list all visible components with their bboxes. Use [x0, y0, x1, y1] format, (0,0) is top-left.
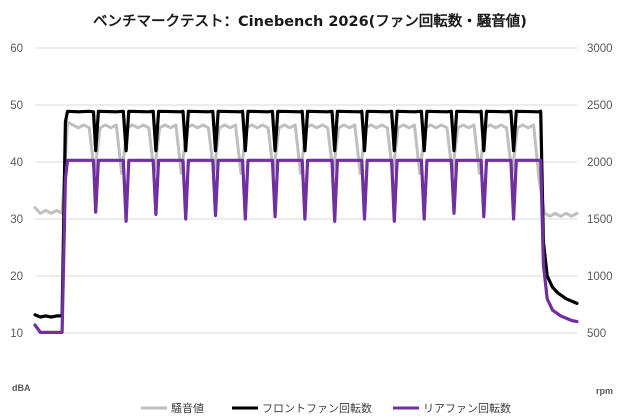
right-tick-label: 1000	[587, 271, 613, 283]
series-lines	[33, 109, 579, 334]
right-tick-label: 2000	[587, 157, 613, 169]
series-line	[33, 109, 579, 319]
left-axis-unit: dBA	[12, 383, 31, 393]
legend: 騒音値 フロントファン回転数 リアファン回転数	[141, 401, 511, 415]
right-tick-label: 1500	[587, 214, 613, 226]
left-tick-label: 20	[10, 271, 23, 283]
right-tick-label: 2500	[587, 100, 613, 112]
left-tick-label: 60	[10, 43, 23, 55]
series-line	[33, 158, 579, 334]
chart-title: ベンチマークテスト：Cinebench 2026(ファン回転数・騒音値)	[93, 12, 527, 30]
left-tick-label: 50	[10, 100, 23, 112]
right-axis-ticks: 500 1000 1500 2000 2500 3000	[587, 43, 613, 340]
legend-label: リアファン回転数	[423, 402, 511, 415]
right-axis-unit: rpm	[596, 386, 613, 396]
left-tick-label: 10	[10, 328, 23, 340]
legend-label: 騒音値	[171, 401, 204, 415]
right-tick-label: 500	[587, 328, 606, 340]
right-tick-label: 3000	[587, 43, 613, 55]
left-tick-label: 40	[10, 157, 23, 169]
left-tick-label: 30	[10, 214, 23, 226]
left-axis-ticks: 10 20 30 40 50 60	[10, 43, 23, 340]
legend-label: フロントファン回転数	[262, 402, 372, 415]
